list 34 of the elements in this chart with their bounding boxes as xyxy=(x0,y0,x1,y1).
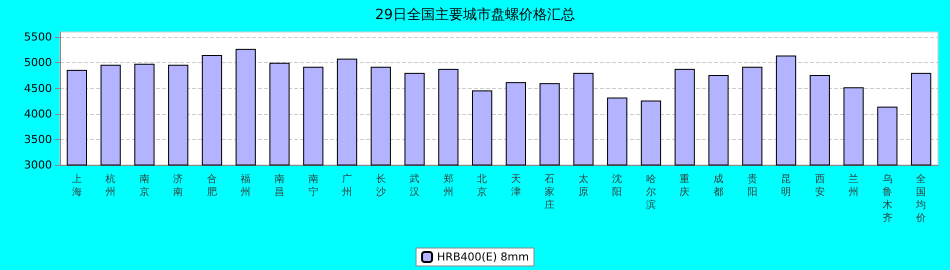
x-tick-label: 南宁 xyxy=(308,173,318,198)
x-tick-label: 杭州 xyxy=(104,173,116,198)
x-tick-label: 太原 xyxy=(578,173,588,198)
x-tick-label: 沈阳 xyxy=(612,173,622,198)
y-tick-label: 5500 xyxy=(24,30,52,44)
x-tick-label: 南昌 xyxy=(274,173,284,198)
y-tick-label: 5000 xyxy=(24,56,52,70)
y-tick-label: 3500 xyxy=(24,132,52,146)
x-tick-label: 合肥 xyxy=(206,173,217,198)
x-tick-label: 广州 xyxy=(342,173,352,198)
x-tick-label: 乌鲁木齐 xyxy=(882,173,892,224)
chart-title: 29日全国主要城市盘螺价格汇总 xyxy=(375,7,575,23)
x-tick-label: 上海 xyxy=(72,173,82,198)
y-tick-label: 4500 xyxy=(24,82,52,95)
x-tick-label: 昆明 xyxy=(781,174,792,198)
x-tick-label: 石家庄 xyxy=(544,174,555,211)
x-tick-label: 天津 xyxy=(510,174,521,198)
x-tick-label: 北京 xyxy=(477,173,488,198)
x-tick-label: 武汉 xyxy=(410,173,420,198)
x-tick-label: 贵阳 xyxy=(747,173,758,198)
x-tick-label: 全国均价 xyxy=(915,173,926,224)
x-tick-label: 重庆 xyxy=(680,173,690,198)
y-tick-label: 3000 xyxy=(24,158,52,172)
x-tick-label: 兰州 xyxy=(848,173,859,198)
x-tick-label: 西安 xyxy=(814,174,825,198)
y-tick-label: 4000 xyxy=(24,107,52,120)
x-tick-label: 长沙 xyxy=(376,173,386,198)
x-tick-label: 成都 xyxy=(714,173,724,198)
x-tick-label: 南京 xyxy=(139,173,150,198)
legend-label: HRB400(E) 8mm xyxy=(437,250,529,264)
x-tick-label: 哈尔滨 xyxy=(646,173,656,211)
x-tick-label: 郑州 xyxy=(443,173,454,198)
x-tick-label: 济南 xyxy=(173,173,184,198)
x-tick-label: 福州 xyxy=(240,173,251,198)
